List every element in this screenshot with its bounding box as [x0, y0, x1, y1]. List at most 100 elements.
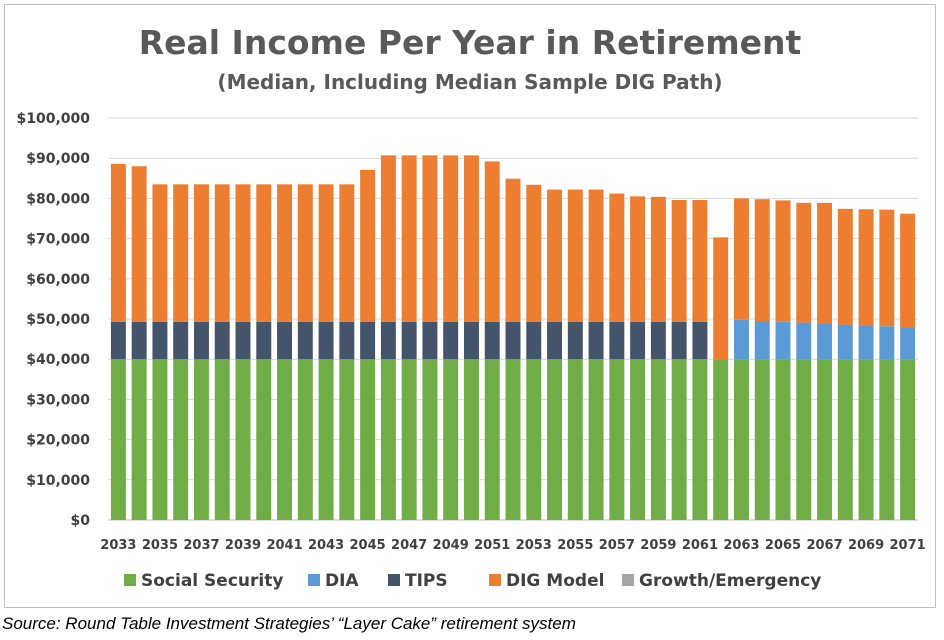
bar-dig-model-2052 — [505, 178, 521, 322]
bar-social-security-2049 — [443, 359, 459, 520]
bar-social-security-2063 — [733, 359, 749, 520]
bar-dig-model-2038 — [214, 184, 230, 322]
y-tick-label: $70,000 — [26, 232, 90, 248]
y-tick-label: $60,000 — [26, 272, 90, 288]
bar-dig-model-2063 — [733, 198, 749, 320]
bar-tips-2047 — [401, 321, 417, 360]
y-tick-label: $80,000 — [26, 191, 90, 207]
source-note: Source: Round Table Investment Strategie… — [2, 614, 576, 633]
y-tick-label: $20,000 — [26, 433, 90, 449]
bar-social-security-2036 — [173, 359, 189, 520]
x-tick-label: 2069 — [848, 538, 884, 553]
legend-swatch — [124, 574, 136, 586]
bar-tips-2042 — [297, 321, 313, 360]
legend-swatch — [308, 574, 320, 586]
bar-social-security-2054 — [547, 359, 563, 520]
bar-tips-2059 — [650, 321, 666, 360]
bar-dig-model-2041 — [277, 184, 293, 322]
bar-dig-model-2054 — [547, 189, 563, 322]
bar-dig-model-2058 — [630, 196, 646, 322]
bar-social-security-2046 — [380, 359, 396, 520]
bar-tips-2055 — [567, 321, 583, 360]
bar-tips-2036 — [173, 321, 189, 360]
bar-dig-model-2047 — [401, 155, 417, 322]
bar-dig-model-2050 — [463, 155, 479, 322]
bar-dig-model-2039 — [235, 184, 251, 322]
bar-social-security-2037 — [193, 359, 209, 520]
bar-dia-2064 — [754, 321, 770, 360]
bar-tips-2057 — [609, 321, 625, 360]
bar-dig-model-2037 — [193, 184, 209, 322]
bar-tips-2060 — [671, 321, 687, 360]
bar-dig-model-2062 — [713, 237, 729, 360]
bar-dig-model-2069 — [858, 209, 874, 326]
x-tick-label: 2035 — [142, 538, 178, 553]
bar-tips-2033 — [110, 321, 126, 360]
bar-social-security-2057 — [609, 359, 625, 520]
bar-dig-model-2040 — [256, 184, 272, 322]
bar-tips-2043 — [318, 321, 334, 360]
x-tick-label: 2057 — [599, 538, 635, 553]
x-tick-label: 2037 — [183, 538, 219, 553]
bar-social-security-2041 — [277, 359, 293, 520]
chart-subtitle: (Median, Including Median Sample DIG Pat… — [217, 70, 722, 94]
bar-social-security-2044 — [339, 359, 355, 520]
bar-social-security-2065 — [775, 359, 791, 520]
bar-dig-model-2061 — [692, 200, 708, 322]
bar-dig-model-2046 — [380, 155, 396, 322]
bar-dig-model-2071 — [900, 213, 916, 328]
y-tick-label: $30,000 — [26, 392, 90, 408]
bar-social-security-2039 — [235, 359, 251, 520]
bars — [110, 155, 916, 520]
bar-social-security-2033 — [110, 359, 126, 520]
bar-social-security-2040 — [256, 359, 272, 520]
bar-dig-model-2035 — [152, 184, 168, 322]
bar-dia-2066 — [796, 322, 812, 360]
x-tick-label: 2041 — [266, 538, 302, 553]
bar-tips-2039 — [235, 321, 251, 360]
bar-tips-2050 — [463, 321, 479, 360]
bar-tips-2046 — [380, 321, 396, 360]
bar-tips-2061 — [692, 321, 708, 360]
bar-dig-model-2033 — [110, 163, 126, 322]
bar-social-security-2035 — [152, 359, 168, 520]
x-tick-label: 2061 — [682, 538, 718, 553]
x-tick-label: 2045 — [350, 538, 386, 553]
bar-dig-model-2067 — [817, 202, 833, 324]
x-tick-label: 2055 — [557, 538, 593, 553]
bar-tips-2040 — [256, 321, 272, 360]
bar-tips-2038 — [214, 321, 230, 360]
legend-swatch — [622, 574, 634, 586]
bar-social-security-2069 — [858, 359, 874, 520]
bar-social-security-2068 — [837, 359, 853, 520]
bar-social-security-2062 — [713, 359, 729, 520]
legend-label: TIPS — [405, 571, 448, 591]
bar-dia-2067 — [817, 323, 833, 360]
bar-tips-2034 — [131, 321, 147, 360]
x-axis-ticks: 2033 2035 2037 2039 2041 2043 2045 2047 2049 2051… — [100, 538, 925, 553]
bar-social-security-2052 — [505, 359, 521, 520]
bar-dia-2063 — [733, 319, 749, 360]
bar-dia-2069 — [858, 325, 874, 360]
x-tick-label: 2051 — [474, 538, 510, 553]
bar-tips-2052 — [505, 321, 521, 360]
legend-label: DIA — [325, 571, 359, 591]
legend-label: Growth/Emergency — [639, 571, 821, 591]
bar-dig-model-2034 — [131, 166, 147, 322]
bar-dig-model-2044 — [339, 184, 355, 322]
bar-dig-model-2051 — [484, 161, 500, 322]
bar-tips-2035 — [152, 321, 168, 360]
bar-tips-2037 — [193, 321, 209, 360]
bar-dig-model-2053 — [526, 184, 542, 322]
x-tick-label: 2065 — [765, 538, 801, 553]
bar-social-security-2067 — [817, 359, 833, 520]
bar-social-security-2045 — [360, 359, 376, 520]
legend: Social Security DIA TIPS DIG Model Growth/Em… — [124, 571, 821, 591]
bar-social-security-2055 — [567, 359, 583, 520]
bar-dig-model-2068 — [837, 208, 853, 325]
bar-tips-2049 — [443, 321, 459, 360]
bar-tips-2044 — [339, 321, 355, 360]
bar-tips-2051 — [484, 321, 500, 360]
x-tick-label: 2039 — [225, 538, 261, 553]
bar-dig-model-2055 — [567, 189, 583, 322]
